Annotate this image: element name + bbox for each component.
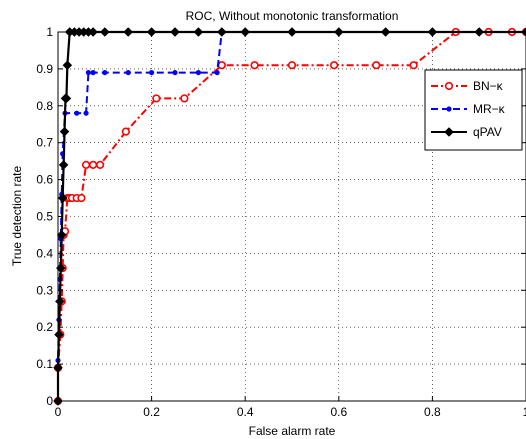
grid [58,32,526,401]
data-point [54,329,64,340]
data-point [58,160,69,170]
data-point [85,69,92,76]
y-tick-label: 0.4 [36,246,53,260]
y-tick-label: 0.8 [36,99,53,113]
data-point [180,94,189,103]
data-point [217,61,226,70]
data-point [250,61,259,70]
y-tick-label: 0.3 [36,283,53,297]
legend-label: MR−κ [473,102,506,116]
data-point [125,69,131,76]
data-point [62,60,73,70]
data-point [77,193,86,203]
chart-title: ROC, Without monotonic transformation [186,9,399,23]
data-point [88,160,98,169]
data-point [172,69,178,76]
y-tick-label: 1 [46,25,53,39]
x-tick-label: 0.8 [424,405,441,419]
data-point [61,93,72,104]
y-tick-label: 0.6 [36,173,53,187]
legend-label: qPAV [473,125,502,139]
y-tick-label: 0.7 [36,136,53,150]
x-tick-label: 0.4 [237,405,254,419]
y-axis-title: True detection rate [10,166,24,267]
data-point [330,61,339,70]
legend: BN−κ MR−κ qPAV [424,69,523,151]
legend-marker [446,106,452,112]
legend-box [424,69,523,151]
data-point [74,110,80,116]
data-point [57,193,68,203]
y-tick-label: 0.5 [36,210,53,224]
data-point [149,69,155,76]
data-point [214,69,220,76]
data-point [195,69,201,76]
y-tick-label: 0 [46,394,53,408]
legend-label: BN−κ [473,79,504,93]
x-tick-label: 0.6 [330,405,347,419]
x-tick-label: 1 [523,405,526,419]
data-point [83,110,89,116]
x-axis-title: False alarm rate [249,424,336,438]
data-point [59,126,70,137]
data-point [81,160,91,169]
data-point [372,61,381,70]
data-point [409,61,418,70]
data-point [102,69,108,76]
y-tick-label: 0.2 [36,320,53,334]
tick-layer: 0 0.2 0.4 0.6 0.8 1 0 0.1 0.2 0.3 0.4 0.5 0.6 0.7 0.8 0… [36,25,526,419]
data-point [56,230,67,240]
data-point [287,61,297,70]
y-tick-label: 0.1 [36,357,53,371]
data-point [96,160,105,169]
data-point [90,69,96,76]
x-tick-label: 0 [55,405,62,419]
y-tick-label: 0.9 [36,62,53,76]
data-point [121,127,130,136]
legend-marker [444,81,454,91]
data-point [152,94,161,103]
x-tick-label: 0.2 [143,405,160,419]
legend-marker [444,127,454,137]
